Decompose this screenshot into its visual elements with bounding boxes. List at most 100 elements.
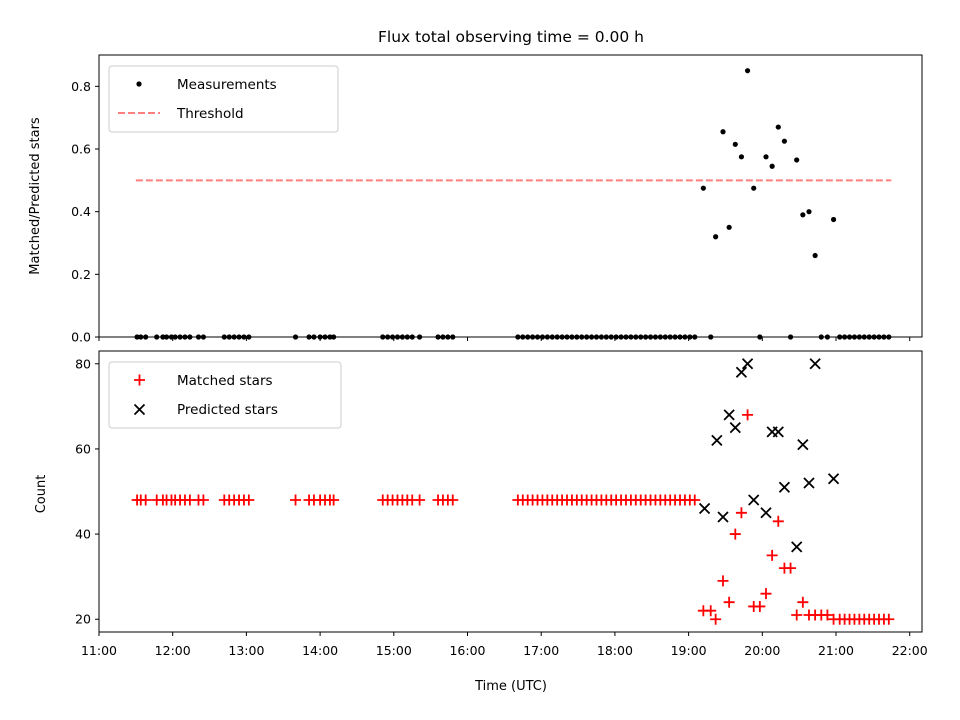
- matched-star-point: [772, 515, 784, 527]
- matched-star-point: [689, 494, 701, 506]
- bottom-panel-frame: [98, 350, 923, 633]
- measurement-point: [751, 185, 757, 191]
- legend-matched-label: Matched stars: [177, 373, 273, 389]
- x-tick-label: 19:00: [671, 643, 707, 658]
- matched-star-point: [328, 494, 340, 506]
- top-y-tick-label: 0.8: [71, 79, 91, 94]
- bottom-y-tick-label: 20: [75, 612, 91, 627]
- measurement-point: [830, 216, 837, 223]
- x-tick-label: 11:00: [81, 643, 117, 658]
- top-y-tick-label: 0.2: [71, 267, 91, 282]
- measurement-point: [763, 154, 769, 160]
- measurement-point: [744, 68, 751, 74]
- top-y-tick-label: 0.6: [71, 142, 91, 157]
- measurement-point: [769, 163, 775, 169]
- predicted-star-point: [803, 477, 815, 489]
- measurement-point: [713, 234, 719, 240]
- measurement-point: [738, 154, 745, 160]
- predicted-star-point: [797, 439, 809, 451]
- matched-star-point: [797, 596, 809, 608]
- legend-matched-marker: [134, 374, 145, 386]
- measurement-point: [775, 124, 781, 130]
- predicted-star-point: [717, 511, 729, 523]
- top-y-tick-label: 0.0: [71, 330, 91, 345]
- matched-star-point: [447, 494, 459, 506]
- measurement-point: [806, 209, 812, 215]
- predicted-star-point: [741, 358, 754, 370]
- predicted-star-point: [772, 426, 784, 438]
- matched-star-point: [197, 494, 209, 506]
- measurement-point: [794, 157, 800, 163]
- bottom-y-tick-label: 40: [75, 527, 91, 542]
- measurement-point: [700, 185, 706, 191]
- bottom-y-tick-label: 80: [75, 356, 91, 371]
- predicted-star-point: [748, 494, 760, 506]
- bottom-panel-ticks: 11:00 12:00 13:00 14:00 15:00 16:00 17:00 18:00…: [75, 356, 928, 658]
- predicted-star-point: [735, 366, 748, 378]
- matched-star-point: [140, 494, 152, 506]
- top-legend: Measurements Threshold: [108, 65, 339, 133]
- matched-star-point: [729, 528, 741, 540]
- measurement-point: [720, 129, 726, 135]
- matched-star-point: [754, 600, 766, 612]
- legend-measurements-marker: [136, 81, 142, 87]
- top-panel-marks: [134, 68, 892, 340]
- predicted-star-point: [778, 481, 791, 493]
- top-panel: 0.00.20.40.60.8 Matched/Predicted stars …: [28, 54, 923, 345]
- matched-star-point: [785, 562, 797, 574]
- legend-threshold-label: Threshold: [176, 106, 244, 122]
- measurement-point: [800, 212, 806, 218]
- top-panel-ticks: 0.0 0.2 0.4 0.6 0.8: [71, 79, 911, 345]
- predicted-star-point: [729, 421, 741, 434]
- legend-measurements-label: Measurements: [177, 77, 277, 93]
- measurement-point: [732, 141, 738, 147]
- legend-predicted-label: Predicted stars: [177, 402, 278, 418]
- matched-star-point: [723, 596, 735, 608]
- x-tick-label: 21:00: [818, 643, 854, 658]
- matched-star-point: [290, 494, 302, 506]
- bottom-panel: 11:00 12:00 13:00 14:00 15:00 16:00 17:00 18:00…: [34, 350, 928, 694]
- top-y-axis-label: Matched/Predicted stars: [28, 117, 43, 275]
- measurement-point: [726, 224, 732, 230]
- x-tick-label: 20:00: [744, 643, 780, 658]
- bottom-legend: Matched stars Predicted stars: [108, 361, 342, 429]
- x-tick-label: 12:00: [155, 643, 191, 658]
- bottom-y-tick-label: 60: [75, 441, 91, 456]
- x-axis-label: Time (UTC): [474, 679, 547, 694]
- predicted-star-point: [791, 541, 803, 553]
- matched-star-point: [760, 588, 772, 600]
- chart-title: Flux total observing time = 0.00 h: [378, 28, 644, 46]
- matched-star-point: [710, 613, 722, 625]
- predicted-star-point: [711, 434, 723, 447]
- matched-star-point: [742, 409, 754, 421]
- x-tick-label: 18:00: [597, 643, 633, 658]
- matched-star-point: [243, 494, 255, 506]
- predicted-star-point: [760, 507, 772, 519]
- x-tick-label: 15:00: [376, 643, 412, 658]
- x-tick-label: 13:00: [228, 643, 264, 658]
- measurement-point: [812, 252, 818, 259]
- matched-star-point: [705, 605, 717, 617]
- matched-star-point: [735, 507, 747, 519]
- predicted-star-point: [827, 473, 840, 485]
- x-tick-label: 14:00: [302, 643, 338, 658]
- top-y-tick-label: 0.4: [71, 204, 91, 219]
- matched-star-point: [766, 549, 778, 561]
- x-tick-label: 17:00: [523, 643, 559, 658]
- measurement-point: [781, 138, 788, 144]
- matched-star-point: [883, 613, 895, 625]
- matched-star-point: [717, 575, 729, 587]
- bottom-y-axis-label: Count: [34, 475, 49, 514]
- predicted-star-point: [723, 409, 735, 421]
- matched-star-point: [791, 609, 803, 621]
- x-tick-label: 22:00: [892, 643, 928, 658]
- predicted-star-point: [698, 502, 711, 515]
- x-tick-label: 16:00: [449, 643, 485, 658]
- bottom-panel-marks: [131, 358, 895, 625]
- top-legend-box: [108, 65, 339, 133]
- predicted-star-point: [809, 358, 821, 370]
- top-panel-frame: [98, 54, 923, 338]
- matched-star-point: [821, 609, 833, 621]
- legend-predicted-marker: [133, 403, 146, 416]
